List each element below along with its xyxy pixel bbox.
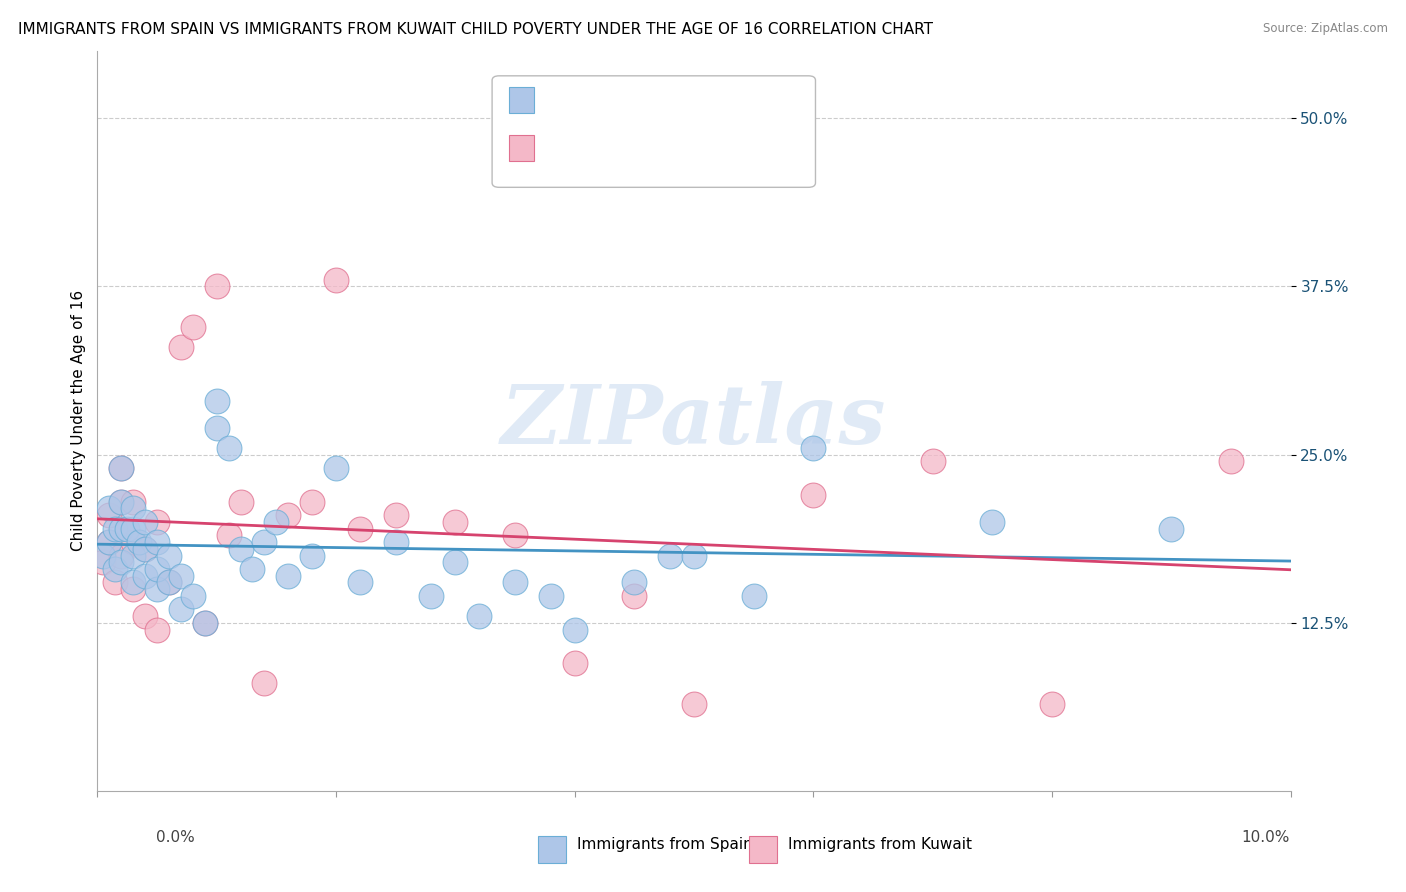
Y-axis label: Child Poverty Under the Age of 16: Child Poverty Under the Age of 16: [72, 291, 86, 551]
Point: [157, 575, 180, 590]
Point: [170, 340, 193, 354]
Point: [921, 454, 943, 468]
Point: [104, 562, 127, 576]
Point: [134, 541, 156, 556]
Point: [146, 515, 169, 529]
Point: [277, 508, 299, 523]
Point: [623, 589, 645, 603]
Point: [301, 549, 323, 563]
Point: [134, 515, 156, 529]
Point: [128, 535, 150, 549]
Point: [468, 609, 491, 624]
Point: [146, 562, 169, 576]
Point: [349, 522, 371, 536]
Point: [801, 488, 824, 502]
Point: [122, 522, 145, 536]
Point: [157, 549, 180, 563]
Point: [1160, 522, 1182, 536]
Point: [1040, 697, 1063, 711]
Point: [104, 522, 127, 536]
Point: [181, 589, 204, 603]
Point: [157, 575, 180, 590]
Text: Immigrants from Spain: Immigrants from Spain: [578, 838, 754, 852]
Point: [146, 623, 169, 637]
Point: [384, 535, 406, 549]
Point: [503, 575, 526, 590]
Point: [229, 494, 252, 508]
Point: [659, 549, 682, 563]
Point: [301, 494, 323, 508]
Point: [98, 535, 121, 549]
Point: [277, 568, 299, 582]
Point: [194, 615, 217, 630]
Point: [134, 609, 156, 624]
Point: [420, 589, 443, 603]
Point: [98, 501, 121, 516]
Point: [134, 541, 156, 556]
Point: [110, 555, 132, 569]
Text: Immigrants from Kuwait: Immigrants from Kuwait: [787, 838, 972, 852]
Point: [981, 515, 1004, 529]
Point: [122, 549, 145, 563]
Point: [122, 501, 145, 516]
Text: ZIPatlas: ZIPatlas: [501, 381, 887, 461]
Point: [115, 522, 138, 536]
Text: 0.0%: 0.0%: [156, 830, 195, 845]
Point: [122, 575, 145, 590]
Point: [205, 279, 228, 293]
Point: [110, 549, 132, 563]
Point: [110, 494, 132, 508]
Point: [503, 528, 526, 542]
Point: [122, 494, 145, 508]
Point: [683, 697, 706, 711]
Point: [98, 508, 121, 523]
Point: [146, 535, 169, 549]
Point: [170, 602, 193, 616]
Point: [122, 535, 145, 549]
Point: [623, 575, 645, 590]
Point: [91, 549, 114, 563]
Point: [540, 589, 562, 603]
Text: IMMIGRANTS FROM SPAIN VS IMMIGRANTS FROM KUWAIT CHILD POVERTY UNDER THE AGE OF 1: IMMIGRANTS FROM SPAIN VS IMMIGRANTS FROM…: [18, 22, 934, 37]
Point: [229, 541, 252, 556]
Point: [683, 549, 706, 563]
Point: [181, 319, 204, 334]
Point: [266, 515, 288, 529]
Point: [104, 575, 127, 590]
Point: [110, 461, 132, 475]
Point: [205, 420, 228, 434]
Point: [110, 494, 132, 508]
Point: [218, 441, 240, 455]
Point: [110, 522, 132, 536]
Point: [91, 555, 114, 569]
Point: [134, 568, 156, 582]
Point: [801, 441, 824, 455]
Text: 10.0%: 10.0%: [1241, 830, 1289, 845]
Point: [325, 461, 347, 475]
Point: [349, 575, 371, 590]
Point: [564, 623, 586, 637]
Text: R = 0.070   N = 52: R = 0.070 N = 52: [543, 87, 700, 105]
Point: [325, 272, 347, 286]
Point: [384, 508, 406, 523]
Point: [218, 528, 240, 542]
Point: [122, 582, 145, 597]
Point: [1219, 454, 1241, 468]
Text: Source: ZipAtlas.com: Source: ZipAtlas.com: [1263, 22, 1388, 36]
Point: [146, 582, 169, 597]
Point: [194, 615, 217, 630]
Point: [253, 676, 276, 690]
Point: [205, 393, 228, 408]
Point: [242, 562, 264, 576]
Point: [98, 535, 121, 549]
Point: [444, 555, 467, 569]
Point: [742, 589, 765, 603]
Text: R =  0.271   N = 36: R = 0.271 N = 36: [543, 135, 706, 153]
Point: [444, 515, 467, 529]
Point: [564, 657, 586, 671]
Point: [110, 461, 132, 475]
Point: [253, 535, 276, 549]
Point: [170, 568, 193, 582]
